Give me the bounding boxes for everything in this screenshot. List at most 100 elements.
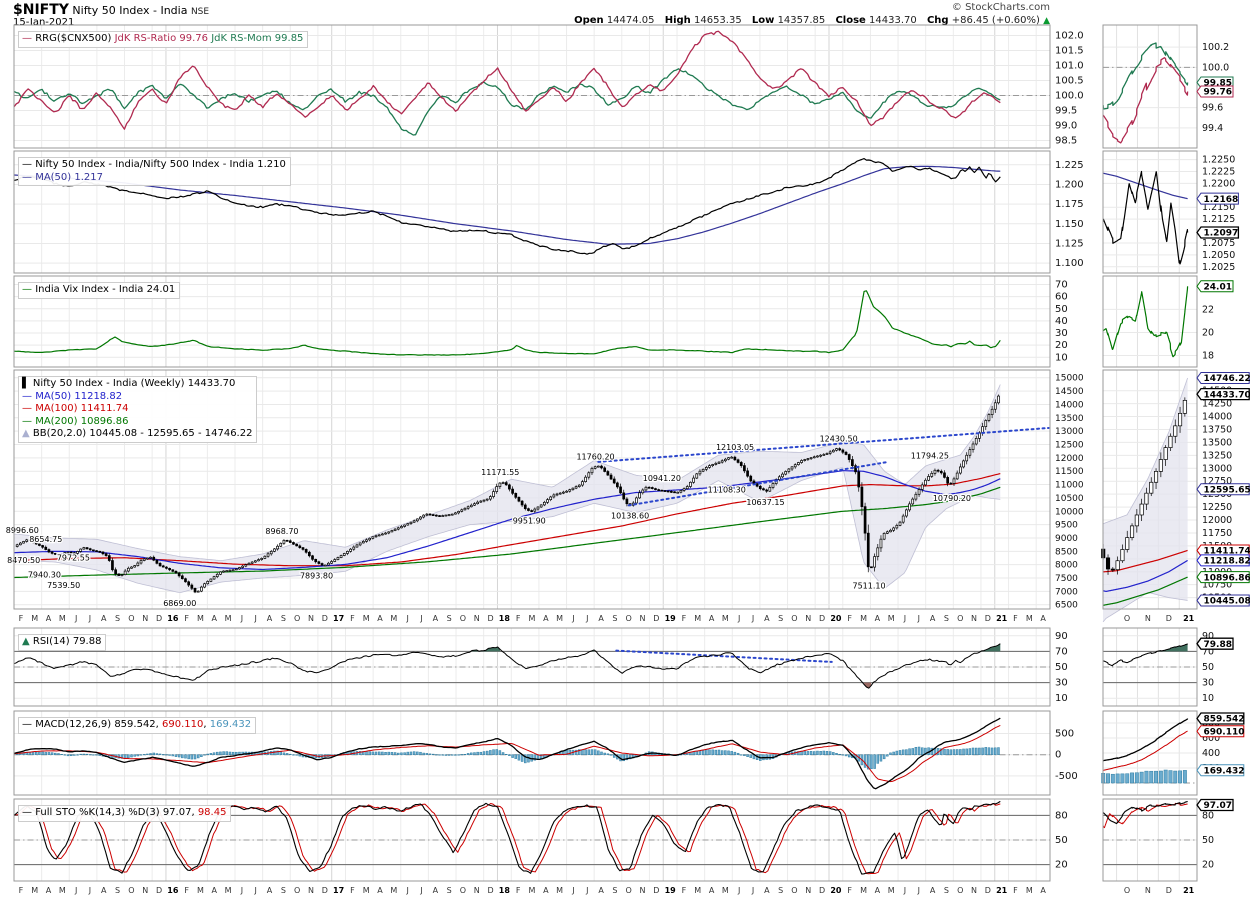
svg-text:M: M: [197, 886, 204, 895]
svg-text:S: S: [115, 886, 120, 895]
svg-text:M: M: [363, 614, 370, 623]
svg-text:N: N: [640, 614, 646, 623]
legend-text: MA(100) 11411.74: [35, 403, 129, 414]
svg-text:98.5: 98.5: [1055, 136, 1077, 147]
svg-text:859.542: 859.542: [1204, 715, 1245, 725]
svg-text:J: J: [88, 614, 91, 623]
sto-legend: — Full STO %K(14,3) %D(3) 97.07, 98.45: [18, 805, 232, 822]
svg-text:N: N: [1145, 614, 1151, 623]
svg-text:J: J: [240, 886, 243, 895]
svg-text:M: M: [722, 886, 729, 895]
svg-text:16: 16: [167, 614, 179, 623]
svg-text:10: 10: [1055, 693, 1068, 704]
svg-text:1.100: 1.100: [1055, 258, 1084, 269]
svg-text:8968.70: 8968.70: [265, 527, 298, 536]
svg-text:13750: 13750: [1202, 424, 1232, 435]
rrg-legend: — RRG($CNX500) JdK RS-Ratio 99.76 JdK RS…: [18, 31, 309, 48]
svg-text:10138.60: 10138.60: [611, 512, 649, 521]
svg-text:7893.80: 7893.80: [300, 572, 333, 581]
svg-text:99.85: 99.85: [1204, 79, 1232, 89]
legend-text: MA(200) 10896.86: [35, 415, 129, 427]
svg-text:D: D: [487, 614, 493, 623]
svg-text:11760.20: 11760.20: [576, 452, 614, 461]
svg-text:J: J: [585, 614, 588, 623]
svg-text:M: M: [59, 614, 66, 623]
svg-text:J: J: [74, 886, 77, 895]
svg-text:A: A: [543, 614, 549, 623]
svg-text:N: N: [142, 886, 148, 895]
svg-text:11750: 11750: [1202, 528, 1232, 539]
svg-text:J: J: [737, 614, 740, 623]
svg-text:15000: 15000: [1055, 374, 1084, 384]
svg-text:10637.15: 10637.15: [746, 498, 784, 507]
svg-text:M: M: [860, 614, 867, 623]
svg-text:1.2025: 1.2025: [1202, 262, 1235, 273]
svg-text:14746.22: 14746.22: [1204, 374, 1250, 384]
svg-text:F: F: [682, 614, 687, 623]
svg-text:S: S: [281, 614, 286, 623]
svg-text:A: A: [101, 886, 107, 895]
svg-text:A: A: [212, 886, 218, 895]
chg-value: +86.45 (+0.60%): [951, 15, 1040, 26]
vix-legend: — India Vix Index - India 24.01: [18, 282, 181, 299]
svg-text:M: M: [225, 886, 232, 895]
svg-text:N: N: [971, 886, 977, 895]
svg-text:18: 18: [499, 614, 511, 623]
svg-text:1.2075: 1.2075: [1202, 238, 1235, 249]
svg-text:M: M: [694, 886, 701, 895]
svg-text:1.2225: 1.2225: [1202, 166, 1235, 177]
svg-text:N: N: [640, 886, 646, 895]
svg-text:13500: 13500: [1055, 414, 1084, 424]
svg-text:N: N: [805, 614, 811, 623]
svg-text:500: 500: [1055, 728, 1074, 739]
svg-text:11218.82: 11218.82: [1204, 557, 1250, 567]
svg-text:M: M: [1026, 886, 1033, 895]
svg-text:11411.74: 11411.74: [1204, 547, 1250, 557]
svg-text:9951.90: 9951.90: [513, 517, 546, 526]
svg-text:13000: 13000: [1202, 463, 1232, 474]
svg-text:50: 50: [1202, 662, 1214, 673]
legend-text: Nifty 50 Index - India/Nifty 500 Index -…: [35, 159, 286, 170]
svg-text:7539.50: 7539.50: [47, 581, 80, 590]
svg-text:F: F: [516, 886, 521, 895]
ratio-legend: — Nifty 50 Index - India/Nifty 500 Index…: [18, 157, 291, 186]
svg-text:F: F: [847, 886, 852, 895]
svg-text:1.2250: 1.2250: [1202, 155, 1235, 166]
svg-text:S: S: [944, 614, 949, 623]
svg-text:O: O: [957, 614, 963, 623]
svg-text:A: A: [709, 614, 715, 623]
svg-text:N: N: [308, 614, 314, 623]
svg-text:A: A: [377, 886, 383, 895]
svg-text:N: N: [805, 886, 811, 895]
svg-text:1.125: 1.125: [1055, 238, 1084, 249]
svg-text:N: N: [474, 886, 480, 895]
svg-text:M: M: [390, 614, 397, 623]
main-panel-mini: 1450014250140001375013500132501300012750…: [1101, 369, 1250, 623]
legend-text: ▲: [22, 428, 33, 439]
legend-text: —: [22, 807, 36, 818]
svg-text:O: O: [626, 886, 632, 895]
legend-text: JdK RS-Ratio 99.76: [114, 33, 212, 44]
svg-text:A: A: [930, 614, 936, 623]
svg-text:F: F: [184, 614, 189, 623]
x-axis-labels: F M A M J J A S O N D 16 F M A M J J A S O N D 17 F M A M J J A S O N D 18 F…: [19, 614, 1195, 895]
legend-text: MA(50) 11218.82: [35, 390, 123, 402]
svg-text:9000: 9000: [1055, 534, 1078, 544]
svg-text:8996.60: 8996.60: [6, 526, 39, 535]
svg-text:N: N: [474, 614, 480, 623]
svg-text:S: S: [447, 886, 452, 895]
svg-text:1.2168: 1.2168: [1204, 195, 1239, 205]
svg-text:10500: 10500: [1055, 494, 1084, 504]
svg-text:99.5: 99.5: [1055, 106, 1077, 117]
svg-text:12000: 12000: [1055, 454, 1084, 464]
close-value: 14433.70: [869, 15, 917, 26]
svg-text:F: F: [19, 886, 24, 895]
svg-text:8500: 8500: [1055, 547, 1078, 557]
legend-text: India Vix Index - India 24.01: [35, 284, 176, 295]
svg-text:M: M: [694, 614, 701, 623]
legend-text: 98.45: [197, 807, 227, 818]
rrg-panel-left: 102.0 101.5 101.0 100.5 100.0 99.5 99.0 98.5: [13, 24, 1084, 149]
